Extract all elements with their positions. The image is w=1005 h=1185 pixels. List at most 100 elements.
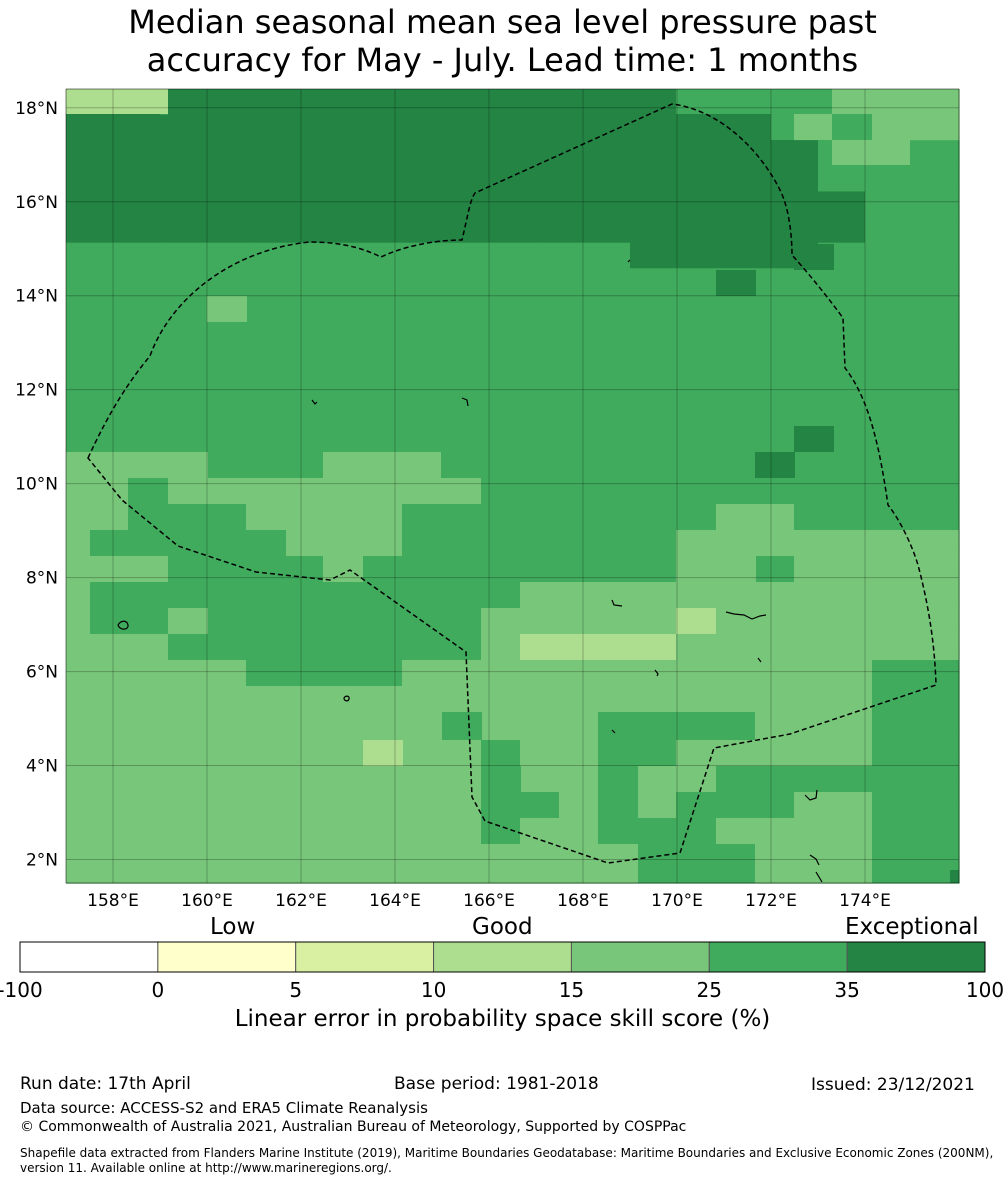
- longitude-label: 174°E: [839, 891, 891, 911]
- skill-grid-cell: [254, 191, 302, 218]
- skill-region: [676, 530, 911, 556]
- skill-grid-cell: [677, 396, 725, 423]
- colorbar-tick-label: 10: [421, 978, 446, 1002]
- skill-region: [716, 270, 756, 296]
- skill-grid-cell: [207, 217, 255, 244]
- skill-grid-cell: [442, 524, 490, 551]
- island: [809, 854, 820, 866]
- skill-grid-cell: [348, 319, 396, 346]
- skill-grid-cell: [536, 293, 584, 321]
- longitude-label: 158°E: [87, 891, 139, 911]
- skill-grid-cell: [724, 370, 772, 397]
- skill-grid-cell: [865, 217, 913, 244]
- skill-grid-cell: [395, 345, 443, 372]
- skill-grid-cell: [348, 293, 396, 321]
- skill-grid-cell: [536, 370, 584, 397]
- skill-region: [66, 89, 168, 114]
- island: [461, 397, 469, 407]
- skill-region: [66, 582, 90, 608]
- base-period: Base period: 1981-2018: [394, 1074, 599, 1094]
- skill-grid-cell: [113, 396, 161, 423]
- skill-grid: [66, 89, 960, 884]
- skill-grid-cell: [583, 473, 631, 500]
- shapefile-credit: Shapefile data extracted from Flanders M…: [20, 1146, 994, 1175]
- skill-region: [442, 712, 482, 740]
- skill-grid-cell: [818, 217, 866, 244]
- skill-grid-cell: [818, 473, 866, 500]
- skill-grid-cell: [630, 447, 678, 474]
- skill-region: [66, 530, 90, 556]
- skill-region: [911, 686, 959, 712]
- skill-grid-cell: [348, 345, 396, 372]
- skill-grid-cell: [113, 293, 161, 321]
- skill-region: [66, 844, 693, 883]
- skill-grid-cell: [865, 242, 913, 269]
- island: [611, 729, 616, 734]
- colorbar-category-good: Good: [472, 914, 533, 940]
- skill-grid-cell: [254, 217, 302, 244]
- skill-region: [558, 216, 598, 242]
- island: [311, 399, 318, 405]
- skill-region: [286, 530, 402, 556]
- longitude-label: 172°E: [745, 891, 797, 911]
- skill-grid-cell: [912, 345, 960, 372]
- skill-grid-cell: [489, 370, 537, 397]
- skill-region: [66, 556, 168, 582]
- latitude-label: 10°N: [15, 475, 58, 495]
- skill-region: [950, 870, 959, 883]
- skill-grid-cell: [818, 498, 866, 526]
- skill-grid-cell: [724, 293, 772, 321]
- skill-grid-cell: [113, 268, 161, 295]
- skill-grid-cell: [160, 370, 208, 397]
- skill-grid-cell: [536, 498, 584, 526]
- skill-grid-cell: [583, 191, 631, 218]
- skill-grid-cell: [536, 524, 584, 551]
- skill-grid-cell: [583, 550, 631, 577]
- skill-grid-cell: [348, 601, 396, 628]
- islands: [117, 259, 823, 883]
- skill-grid-cell: [207, 447, 255, 474]
- island: [725, 611, 767, 620]
- skill-grid-cell: [489, 447, 537, 474]
- skill-grid-cell: [301, 319, 349, 346]
- skill-region: [66, 686, 911, 712]
- skill-grid-cell: [442, 268, 490, 295]
- skill-region: [66, 192, 166, 242]
- skill-grid-cell: [912, 498, 960, 526]
- colorbar-segment: [19, 941, 159, 973]
- skill-grid-cell: [865, 345, 913, 372]
- latitude-label: 4°N: [26, 757, 58, 777]
- skill-grid-cell: [395, 396, 443, 423]
- island: [343, 695, 350, 702]
- skill-grid-cell: [254, 370, 302, 397]
- skill-grid-cell: [489, 396, 537, 423]
- skill-grid-cell: [66, 242, 114, 269]
- skill-grid-cell: [630, 396, 678, 423]
- skill-region: [676, 608, 716, 634]
- skill-grid-cell: [254, 601, 302, 628]
- skill-region: [676, 792, 716, 844]
- skill-region: [872, 740, 959, 883]
- skill-grid-cell: [395, 370, 443, 397]
- skill-grid-cell: [771, 396, 819, 423]
- latitude-label: 8°N: [26, 569, 58, 589]
- colorbar-tick-label: 25: [697, 978, 722, 1002]
- skill-grid-cell: [207, 268, 255, 295]
- skill-grid-cell: [630, 421, 678, 449]
- skill-grid-cell: [301, 370, 349, 397]
- skill-grid-cell: [724, 421, 772, 449]
- skill-grid-cell: [865, 268, 913, 295]
- skill-grid-cell: [66, 293, 114, 321]
- skill-grid-cell: [160, 319, 208, 346]
- skill-grid-cell: [395, 421, 443, 449]
- skill-grid-cell: [536, 447, 584, 474]
- skill-grid-cell: [583, 242, 631, 269]
- skill-grid-cell: [113, 242, 161, 269]
- skill-grid-cell: [865, 396, 913, 423]
- skill-grid-cell: [395, 191, 443, 218]
- skill-grid-cell: [348, 396, 396, 423]
- skill-grid-cell: [489, 473, 537, 500]
- run-date: Run date: 17th April: [20, 1074, 191, 1094]
- skill-grid-cell: [771, 370, 819, 397]
